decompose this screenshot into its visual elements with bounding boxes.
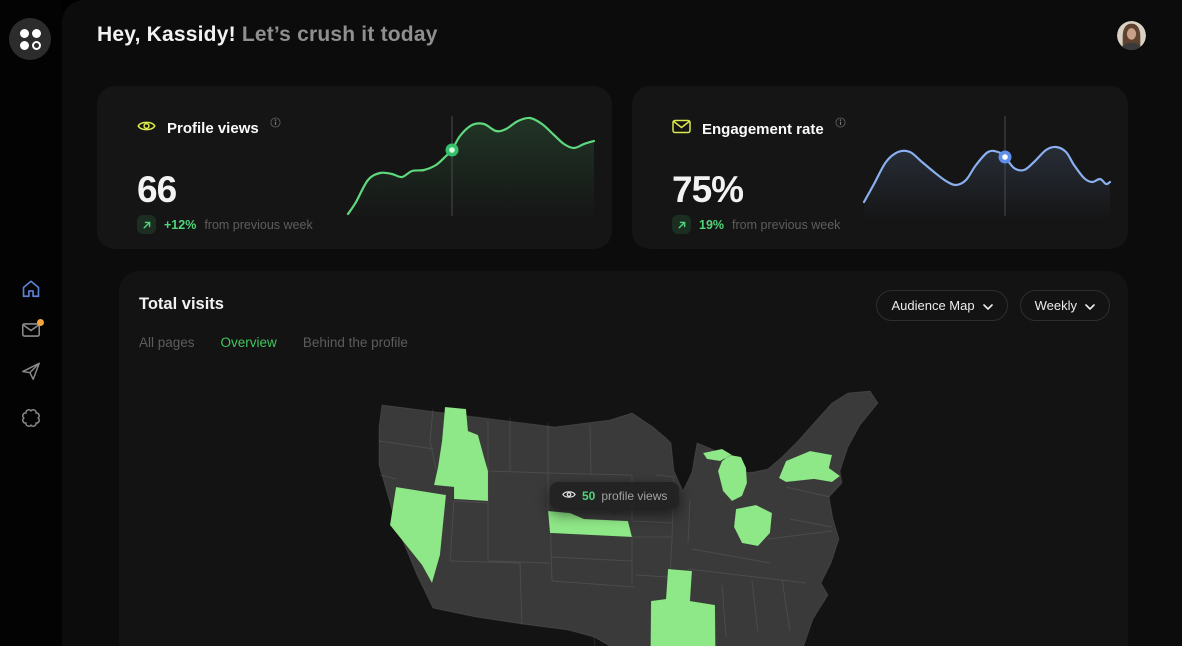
stat-title: Profile views [167, 120, 259, 137]
stat-delta-row: +12% from previous week [137, 215, 313, 234]
chevron-down-icon [982, 298, 993, 313]
profile-views-card: Profile views 66 +12% from previous week [97, 86, 612, 249]
dropdown-label: Audience Map [891, 298, 975, 313]
stat-value: 66 [137, 169, 177, 210]
tab-overview[interactable]: Overview [220, 335, 277, 350]
logo-dots-icon [19, 28, 41, 50]
app-logo[interactable] [9, 18, 51, 60]
trend-up-icon [137, 215, 156, 234]
state-michigan[interactable] [702, 448, 748, 502]
state-nebraska[interactable] [547, 510, 633, 538]
total-visits-title: Total visits [139, 295, 224, 313]
tooltip-value: 50 [582, 488, 596, 503]
stat-delta: +12% [164, 217, 197, 232]
stat-value: 75% [672, 169, 744, 210]
state-arkansas[interactable] [650, 568, 716, 646]
engagement-rate-card: Engagement rate 75% 19% from previous we… [632, 86, 1128, 249]
state-nevada[interactable] [389, 486, 447, 584]
chevron-down-icon [1085, 298, 1095, 313]
envelope-icon [672, 119, 691, 139]
info-icon[interactable] [270, 115, 281, 133]
visits-tabs: All pages Overview Behind the profile [139, 335, 408, 350]
tooltip-label: profile views [601, 488, 668, 503]
stat-delta-row: 19% from previous week [672, 215, 840, 234]
dropdown-label: Weekly [1034, 298, 1077, 313]
state-idaho[interactable] [433, 406, 489, 502]
sidebar-item-home[interactable] [19, 278, 43, 302]
stat-title: Engagement rate [702, 120, 824, 138]
user-avatar[interactable] [1117, 20, 1146, 50]
stat-delta: 19% [699, 217, 725, 232]
sidebar-item-settings[interactable] [19, 407, 43, 431]
total-visits-card: Total visits All pages Overview Behind t… [119, 271, 1128, 646]
main-content: Hey, Kassidy! Let’s crush it today Profi… [62, 0, 1182, 646]
sidebar-item-send[interactable] [19, 360, 43, 384]
info-icon[interactable] [835, 115, 846, 133]
state-borders [378, 408, 833, 646]
highlighted-states [389, 406, 841, 646]
mail-icon [20, 319, 42, 344]
sidebar [0, 0, 62, 646]
trend-up-icon [672, 215, 691, 234]
stat-delta-note: from previous week [204, 217, 313, 232]
home-icon [20, 278, 42, 303]
us-map [378, 390, 879, 646]
greeting-name: Hey, Kassidy! [97, 23, 236, 46]
notification-dot [37, 319, 44, 326]
page-greeting: Hey, Kassidy! Let’s crush it today [97, 23, 438, 47]
audience-map: 50 profile views [370, 379, 900, 646]
audience-map-dropdown[interactable]: Audience Map [876, 290, 1008, 321]
weekly-dropdown[interactable]: Weekly [1019, 290, 1110, 321]
us-landmass [378, 390, 879, 646]
tab-behind-the-profile[interactable]: Behind the profile [302, 335, 408, 350]
sidebar-item-inbox[interactable] [19, 319, 44, 344]
visits-filters: Audience Map Weekly [876, 290, 1110, 321]
eye-icon [137, 119, 156, 138]
profile-views-sparkline [346, 116, 596, 220]
settings-icon [20, 407, 42, 432]
stats-row: Profile views 66 +12% from previous week [97, 86, 1128, 249]
greeting-tagline: Let’s crush it today [235, 23, 438, 46]
tab-all-pages[interactable]: All pages [139, 335, 195, 350]
engagement-rate-sparkline [862, 116, 1112, 220]
map-tooltip: 50 profile views [550, 482, 680, 509]
state-new-york[interactable] [778, 450, 841, 483]
paper-plane-icon [20, 360, 42, 385]
stat-delta-note: from previous week [732, 217, 841, 232]
state-ohio[interactable] [733, 504, 773, 547]
sidebar-nav [0, 278, 62, 431]
eye-icon [562, 489, 576, 503]
top-header: Hey, Kassidy! Let’s crush it today [97, 18, 1146, 52]
